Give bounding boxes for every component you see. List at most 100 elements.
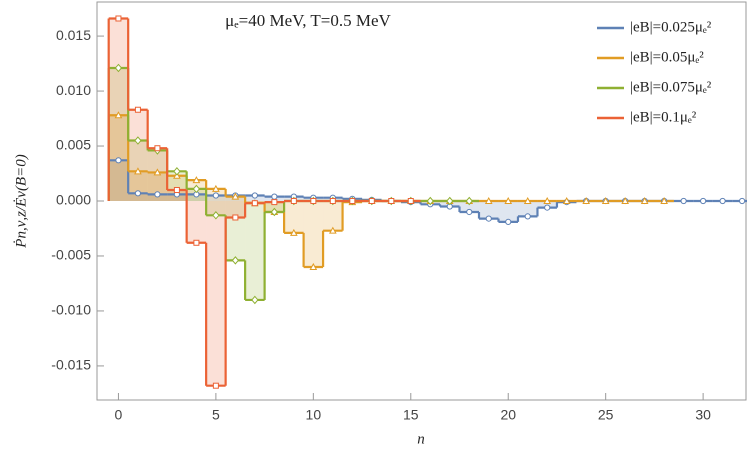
marker (543, 196, 552, 204)
area-fill (167, 194, 187, 201)
area-fill (303, 201, 324, 267)
marker (290, 228, 298, 236)
area-fill (478, 201, 499, 219)
marker (193, 239, 200, 246)
area-fill (537, 201, 557, 208)
area-fill (147, 194, 168, 201)
marker (192, 184, 201, 194)
area-fill (264, 201, 285, 212)
marker (270, 207, 279, 217)
x-tick-label: 30 (695, 407, 711, 423)
marker (115, 15, 122, 22)
marker (154, 191, 161, 198)
x-tick-label: 15 (403, 407, 419, 423)
marker (153, 168, 162, 176)
y-tick-label: -0.015 (51, 357, 91, 373)
marker (523, 196, 532, 204)
marker (251, 295, 259, 305)
chart-title: μₑ=40 MeV, T=0.5 MeV (225, 11, 391, 30)
marker (680, 197, 687, 205)
x-tick-label: 25 (598, 407, 614, 423)
marker (544, 204, 551, 211)
legend-label: |eB|=0.05μₑ² (630, 49, 704, 65)
marker (192, 176, 201, 184)
marker (524, 213, 531, 220)
marker (251, 192, 258, 199)
marker (212, 211, 220, 220)
marker (582, 196, 591, 204)
y-tick-label: 0.010 (56, 82, 91, 98)
marker (465, 196, 473, 206)
area-fill (225, 201, 246, 218)
x-axis-label: n (417, 431, 425, 447)
area-fill (108, 160, 129, 201)
area-fill (225, 201, 246, 261)
area-fill (323, 201, 343, 231)
marker (328, 226, 337, 234)
area-fill (108, 18, 129, 201)
area-fill (128, 109, 148, 201)
marker (349, 198, 356, 204)
marker (134, 190, 142, 197)
marker (154, 145, 161, 152)
marker (621, 196, 630, 204)
marker (739, 197, 746, 205)
marker (484, 196, 493, 204)
area-fill (128, 193, 148, 201)
area-fill (186, 194, 207, 201)
marker (485, 215, 492, 222)
legend-label: |eB|=0.1μₑ² (630, 109, 697, 125)
marker (562, 196, 571, 204)
marker (700, 197, 707, 205)
legend-label: |eB|=0.025μₑ² (630, 19, 712, 35)
marker (368, 198, 375, 204)
y-tick-label: -0.005 (51, 247, 91, 263)
marker (231, 192, 240, 200)
marker (388, 198, 395, 204)
marker (601, 196, 610, 204)
y-tick-label: -0.010 (51, 302, 91, 318)
marker (231, 256, 240, 265)
marker (134, 167, 142, 175)
x-tick-label: 10 (306, 407, 322, 423)
marker (115, 157, 122, 164)
marker (329, 198, 336, 204)
area-fill (264, 201, 285, 212)
marker (212, 382, 219, 389)
legend-label: |eB|=0.075μₑ² (630, 79, 712, 95)
x-tick-label: 20 (500, 407, 516, 423)
marker (290, 198, 297, 204)
marker (251, 200, 258, 207)
marker (173, 187, 180, 194)
marker (719, 197, 726, 205)
marker (212, 192, 219, 199)
area-fill (284, 201, 304, 233)
area-fill (206, 201, 226, 216)
marker (310, 198, 317, 204)
marker (114, 63, 123, 73)
marker (114, 111, 123, 119)
marker (134, 136, 142, 145)
marker (271, 199, 278, 206)
marker (640, 196, 649, 204)
marker (232, 214, 239, 221)
y-tick-label: 0.005 (56, 137, 91, 153)
x-tick-label: 0 (115, 407, 123, 423)
marker (212, 184, 220, 192)
area-fill (498, 201, 518, 222)
y-axis-label: Ṗn,ν,z/Ėν(B=0) (13, 154, 29, 248)
x-tick-label: 5 (212, 407, 220, 423)
marker (446, 196, 454, 206)
marker (407, 198, 414, 204)
area-fill (186, 201, 207, 243)
marker (466, 208, 473, 216)
marker (134, 106, 141, 113)
marker (309, 262, 318, 270)
marker (271, 193, 278, 200)
area-fill (459, 201, 479, 212)
area-fill (147, 150, 168, 201)
marker (660, 196, 668, 204)
area-fill (206, 201, 226, 386)
area-fill (108, 67, 129, 201)
